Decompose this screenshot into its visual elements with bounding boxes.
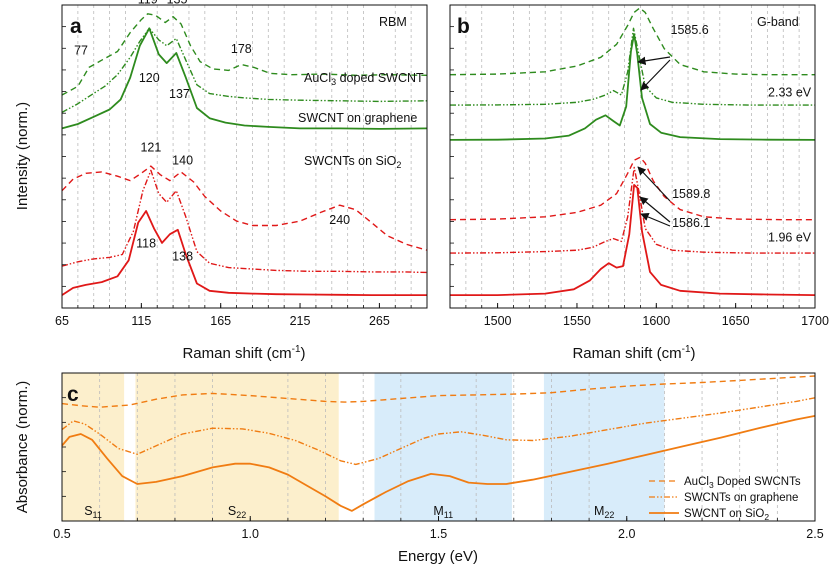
x-tick-label: 1.0	[242, 527, 259, 541]
x-tick-label: 1500	[484, 314, 512, 328]
panel-c: 0.5 1.0 1.5 2.0 2.5 S11 S22 M11 M22 c AuCl3 Dop…	[14, 372, 824, 565]
legend-label-sio2: SWCNT on SiO2	[684, 508, 769, 522]
annotation-178: 178	[231, 42, 252, 56]
annotation-77: 77	[74, 43, 88, 57]
panel-c-legend: AuCl3 Doped SWCNTs SWCNTs on graphene SW…	[649, 476, 801, 522]
band-label-s11: S11	[84, 504, 102, 520]
panel-b-arrows	[637, 56, 671, 227]
band-label-s22: S22	[228, 504, 246, 520]
annotation-137: 137	[169, 87, 190, 101]
series-0-5	[61, 210, 427, 296]
arrow-1586-1-a	[639, 196, 671, 223]
band-s22	[135, 373, 339, 521]
series-2-0	[61, 375, 816, 408]
series-1-1	[449, 27, 815, 106]
x-tick-label: 1650	[722, 314, 750, 328]
panel-c-letter: c	[67, 383, 79, 406]
annotation-1-96-eV: 1.96 eV	[768, 230, 812, 244]
annotation-2-33-eV: 2.33 eV	[768, 85, 812, 99]
arrow-1585-6-b	[640, 59, 671, 91]
annotation-138: 138	[172, 249, 193, 263]
annotation-119: 119	[138, 0, 158, 7]
legend-label-graphene: SWCNTs on graphene	[684, 492, 798, 504]
series-0-3	[61, 165, 428, 251]
panel-a-annotations: 119 135 77 178 120 137 121 140 240 118 138	[74, 0, 350, 263]
panel-a-ylabel: Intensity (norm.)	[14, 102, 31, 210]
annotation-1585-6: 1585.6	[671, 23, 709, 37]
annotation-1586-1: 1586.1	[672, 216, 710, 230]
annotation-135: 135	[167, 0, 188, 7]
panel-c-ticks: 0.5 1.0 1.5 2.0 2.5	[53, 397, 824, 541]
series-0-4	[61, 169, 428, 274]
panel-b-ticks: 1500 1550 1600 1650 1700	[449, 26, 829, 328]
annotation-140: 140	[172, 154, 193, 168]
x-tick-label: 65	[55, 314, 69, 328]
annotation-118: 118	[136, 236, 156, 250]
annotation-120: 120	[139, 71, 160, 85]
panel-b-xlabel: Raman shift (cm-1)	[572, 344, 695, 362]
panel-a: 65 115 165 215 265 a RBM 119 135 77 178 120 137 12…	[14, 0, 428, 362]
panel-a-title: RBM	[379, 15, 407, 29]
x-tick-label: 2.0	[618, 527, 635, 541]
x-tick-label: 115	[131, 314, 151, 328]
panel-a-ticks: 65 115 165 215 265	[55, 26, 428, 328]
x-tick-label: 2.5	[806, 527, 823, 541]
series-1-0	[449, 7, 815, 76]
series-1-5	[450, 184, 816, 296]
band-label-m11: M11	[433, 504, 453, 520]
panel-a-letter: a	[70, 15, 82, 38]
series-0-2	[61, 27, 428, 130]
band-label-m22: M22	[594, 504, 614, 520]
x-tick-label: 215	[290, 314, 311, 328]
x-tick-label: 1550	[563, 314, 591, 328]
panel-a-series	[61, 13, 428, 296]
x-tick-label: 1700	[801, 314, 829, 328]
series-1-4	[449, 166, 815, 254]
band-m11	[374, 373, 512, 521]
annotation-240: 240	[329, 213, 350, 227]
panel-a-xlabel: Raman shift (cm-1)	[182, 344, 305, 362]
panel-b-title: G-band	[757, 15, 799, 29]
panel-b-grid	[465, 5, 800, 308]
annotation-121: 121	[140, 141, 161, 155]
panel-c-series	[61, 375, 816, 512]
legend-label-aucl3: AuCl3 Doped SWCNTs	[684, 476, 801, 490]
label-swcnts-on-sio2: SWCNTs on SiO2	[304, 154, 401, 170]
x-tick-label: 265	[369, 314, 390, 328]
panel-b-series	[449, 7, 816, 296]
panel-c-ylabel: Absorbance (norm.)	[14, 381, 31, 514]
panel-b-frame	[449, 4, 816, 309]
series-2-2	[61, 415, 816, 512]
arrow-1586-1-b	[640, 213, 671, 227]
series-0-0	[61, 13, 428, 96]
panel-c-bands	[62, 373, 665, 521]
x-tick-label: 0.5	[53, 527, 70, 541]
annotation-1589-8: 1589.8	[672, 187, 710, 201]
label-aucl3-doped-swcnt: AuCl3 doped SWCNT	[304, 71, 424, 87]
panel-c-band-labels: S11 S22 M11 M22	[84, 504, 614, 520]
panel-c-xlabel: Energy (eV)	[398, 548, 478, 565]
series-2-1	[61, 397, 816, 466]
arrow-1585-6-a	[637, 56, 671, 65]
panel-b-letter: b	[457, 15, 470, 38]
band-s11	[62, 373, 125, 521]
series-1-2	[449, 33, 816, 141]
arrow-1589-8	[637, 166, 671, 202]
x-tick-label: 165	[210, 314, 231, 328]
label-swcnt-on-graphene: SWCNT on graphene	[298, 111, 417, 125]
x-tick-label: 1.5	[430, 527, 447, 541]
x-tick-label: 1600	[642, 314, 670, 328]
panel-c-grid	[99, 373, 778, 521]
band-m22	[543, 373, 665, 521]
